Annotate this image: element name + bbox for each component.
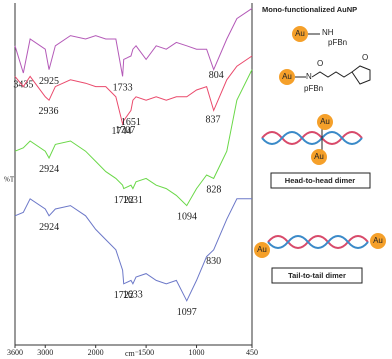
x-tick-label: 1500 <box>138 348 154 357</box>
peak-label: 1651 <box>121 117 141 128</box>
gold-particle <box>279 69 295 85</box>
annotation: Au <box>282 72 292 81</box>
peak-label: 1633 <box>123 290 143 301</box>
annotation: O <box>362 53 368 62</box>
x-tick-label: 3600 <box>7 348 23 357</box>
peak-label: 3435 <box>13 79 33 90</box>
dna <box>261 131 363 145</box>
annotation: Tail-to-tail dimer <box>288 271 346 280</box>
caption-box <box>270 172 371 189</box>
gold-particle <box>292 26 308 42</box>
annotation: Mono-functionalized AuNP <box>262 5 357 14</box>
annotation: O <box>317 59 323 68</box>
dna <box>267 235 369 249</box>
peak-label: 2936 <box>38 106 58 117</box>
gold-particle <box>311 149 327 165</box>
peak-label: 2924 <box>39 222 59 233</box>
peak-label: 828 <box>206 184 221 195</box>
peak-label: 1744 <box>111 126 131 137</box>
x-tick-label: 2000 <box>88 348 104 357</box>
annotation: Head-to-head dimer <box>285 176 356 185</box>
caption-box <box>271 267 363 284</box>
annotation: Au <box>257 245 267 254</box>
peak-label: 837 <box>205 114 220 125</box>
gold-particle <box>317 114 333 130</box>
peak-label: 1722 <box>114 290 134 301</box>
annotation: N <box>306 72 312 81</box>
peak-label: 830 <box>206 256 221 267</box>
peak-label: 1722 <box>114 195 134 206</box>
peak-label: 1094 <box>177 211 197 222</box>
spectrum-line <box>14 198 252 302</box>
x-tick-label: 3000 <box>37 348 53 357</box>
annotation: Au <box>314 152 324 161</box>
dna <box>267 235 369 249</box>
peak-label: 804 <box>209 70 224 81</box>
peak-label: 1631 <box>123 195 143 206</box>
spectrum-line <box>14 69 253 207</box>
peak-label: 2924 <box>39 164 59 175</box>
peak-label: 1097 <box>177 307 197 318</box>
annotation: NH <box>322 28 334 37</box>
annotation: Au <box>320 117 330 126</box>
x-tick-label: 1000 <box>189 348 205 357</box>
peak-label: 1707 <box>115 125 135 136</box>
peak-label: 2925 <box>39 76 59 87</box>
annotation: pFBn <box>328 38 347 47</box>
dna <box>261 131 363 145</box>
y-axis-label: %T <box>4 176 15 184</box>
spectrum-line <box>14 55 253 126</box>
x-tick-label: 450 <box>246 348 258 357</box>
x-axis-label: cm⁻¹ <box>125 349 142 358</box>
peak-label: 1733 <box>113 83 133 94</box>
spectrum-line <box>14 7 253 77</box>
ring <box>351 65 371 85</box>
gold-particle <box>254 242 270 258</box>
annotation: Au <box>373 236 383 245</box>
bond <box>311 71 353 78</box>
gold-particle <box>370 233 386 249</box>
annotation: Au <box>295 29 305 38</box>
annotation: pFBn <box>304 84 323 93</box>
